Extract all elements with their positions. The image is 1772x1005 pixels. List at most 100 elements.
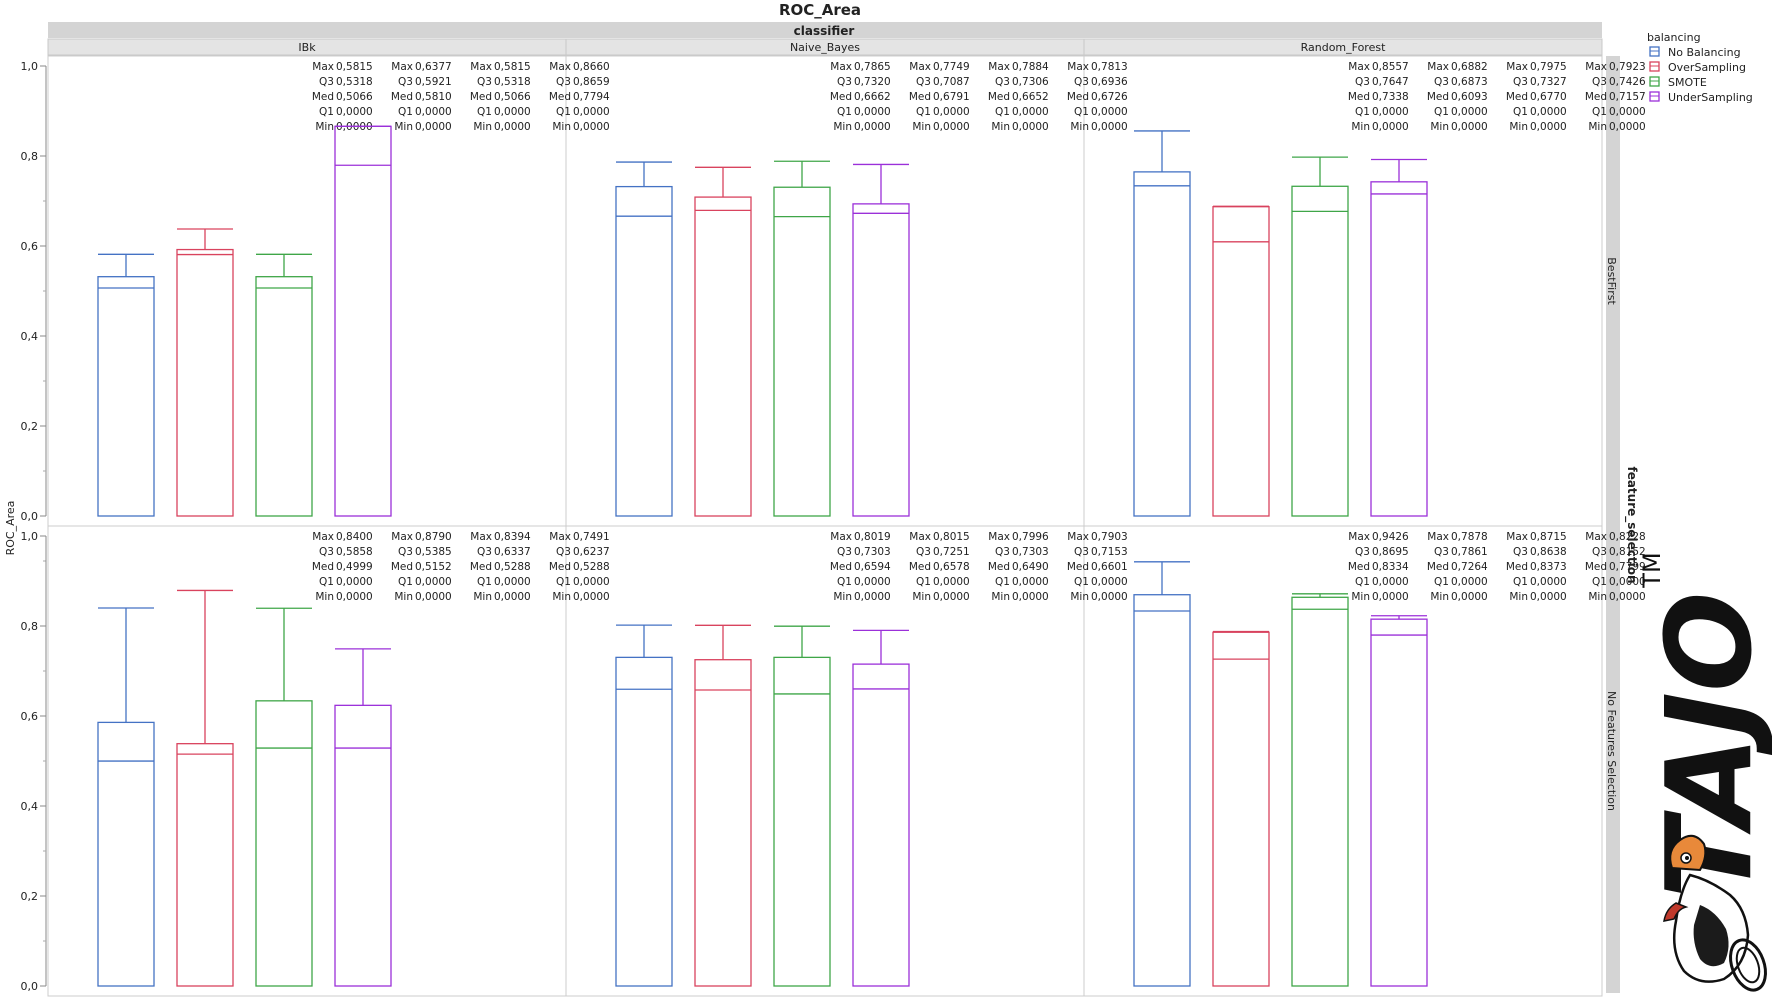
stat-value: 0,5810 — [415, 91, 452, 103]
legend-item-label: UnderSampling — [1668, 91, 1753, 104]
stat-label: Max — [909, 531, 931, 543]
stat-label: Q3 — [995, 546, 1010, 558]
stat-value: 0,7865 — [854, 61, 891, 73]
stat-label: Med — [1585, 91, 1607, 103]
stat-label: Med — [391, 561, 413, 573]
stat-label: Q1 — [319, 106, 334, 118]
stat-value: 0,5385 — [415, 546, 452, 558]
stat-value: 0,7861 — [1451, 546, 1488, 558]
stat-value: 0,0000 — [1091, 576, 1128, 588]
stat-label: Q3 — [1434, 76, 1449, 88]
stat-value: 0,5921 — [415, 76, 452, 88]
stat-label: Q1 — [1355, 576, 1370, 588]
stat-label: Max — [1427, 531, 1449, 543]
stat-label: Med — [470, 91, 492, 103]
stat-label: Max — [830, 531, 852, 543]
stat-label: Max — [391, 61, 413, 73]
stat-value: 0,6490 — [1012, 561, 1049, 573]
stat-value: 0,8660 — [573, 61, 610, 73]
column-label: Naive_Bayes — [790, 41, 860, 54]
y-tick-label: 1,0 — [21, 60, 39, 73]
stat-label: Min — [1070, 121, 1089, 133]
stat-label: Max — [1067, 61, 1089, 73]
stat-value: 0,0000 — [1012, 576, 1049, 588]
stat-value: 0,0000 — [415, 106, 452, 118]
stat-label: Q1 — [1592, 106, 1607, 118]
stat-label: Med — [312, 91, 334, 103]
stat-value: 0,8228 — [1609, 531, 1646, 543]
stat-value: 0,6594 — [854, 561, 891, 573]
stat-label: Q1 — [1592, 576, 1607, 588]
stat-value: 0,8019 — [854, 531, 891, 543]
stat-value: 0,0000 — [933, 106, 970, 118]
feature-selection-header-bar — [1606, 56, 1620, 993]
stat-value: 0,7794 — [573, 91, 610, 103]
feature-selection-group-label: feature_selection — [1624, 466, 1639, 583]
stat-value: 0,7087 — [933, 76, 970, 88]
stat-label: Max — [988, 61, 1010, 73]
legend-title: balancing — [1647, 31, 1701, 44]
stat-label: Q3 — [477, 76, 492, 88]
stat-value: 0,7903 — [1091, 531, 1128, 543]
stat-label: Max — [1348, 531, 1370, 543]
trademark-mark: TM — [1638, 552, 1666, 588]
stat-value: 0,0000 — [1530, 121, 1567, 133]
stat-value: 0,7813 — [1091, 61, 1128, 73]
stat-label: Max — [1585, 61, 1607, 73]
stat-label: Q1 — [319, 576, 334, 588]
stat-label: Min — [394, 121, 413, 133]
stat-value: 0,5152 — [415, 561, 452, 573]
stat-value: 0,0000 — [494, 121, 531, 133]
y-tick-label: 0,2 — [21, 420, 39, 433]
stat-label: Q1 — [1434, 576, 1449, 588]
stat-value: 0,0000 — [415, 591, 452, 603]
stat-value: 0,7153 — [1091, 546, 1128, 558]
stat-label: Q1 — [477, 576, 492, 588]
stat-value: 0,0000 — [494, 106, 531, 118]
stat-label: Max — [549, 531, 571, 543]
stat-label: Min — [473, 121, 492, 133]
stat-value: 0,0000 — [1609, 591, 1646, 603]
stat-value: 0,5858 — [336, 546, 373, 558]
stat-label: Med — [1067, 91, 1089, 103]
stat-label: Max — [1506, 61, 1528, 73]
stat-label: Q3 — [916, 546, 931, 558]
stat-value: 0,7327 — [1530, 76, 1567, 88]
stat-label: Med — [1427, 91, 1449, 103]
stat-value: 0,6873 — [1451, 76, 1488, 88]
stat-label: Min — [912, 121, 931, 133]
stat-label: Max — [988, 531, 1010, 543]
stat-value: 0,5318 — [494, 76, 531, 88]
stat-label: Max — [1585, 531, 1607, 543]
stat-label: Min — [552, 121, 571, 133]
stat-label: Min — [833, 591, 852, 603]
stat-label: Min — [991, 591, 1010, 603]
stat-label: Q1 — [837, 576, 852, 588]
stat-label: Med — [470, 561, 492, 573]
stat-value: 0,6662 — [854, 91, 891, 103]
box — [1133, 594, 1191, 987]
stat-value: 0,7799 — [1609, 561, 1646, 573]
stat-label: Min — [1588, 121, 1607, 133]
stat-value: 0,0000 — [854, 591, 891, 603]
stat-value: 0,7338 — [1372, 91, 1409, 103]
stat-label: Min — [1430, 121, 1449, 133]
stat-label: Min — [1509, 121, 1528, 133]
stat-value: 0,4999 — [336, 561, 373, 573]
stat-label: Med — [830, 561, 852, 573]
stat-value: 0,5318 — [336, 76, 373, 88]
box — [255, 700, 313, 987]
stat-label: Min — [991, 121, 1010, 133]
legend-item-label: SMOTE — [1668, 76, 1707, 89]
stat-label: Med — [988, 91, 1010, 103]
stat-value: 0,6936 — [1091, 76, 1128, 88]
stat-label: Min — [315, 121, 334, 133]
stat-value: 0,7251 — [933, 546, 970, 558]
stat-label: Q1 — [477, 106, 492, 118]
stat-value: 0,7264 — [1451, 561, 1488, 573]
stat-value: 0,0000 — [1372, 591, 1409, 603]
stat-value: 0,7647 — [1372, 76, 1409, 88]
stat-value: 0,0000 — [933, 121, 970, 133]
stat-value: 0,0000 — [336, 576, 373, 588]
